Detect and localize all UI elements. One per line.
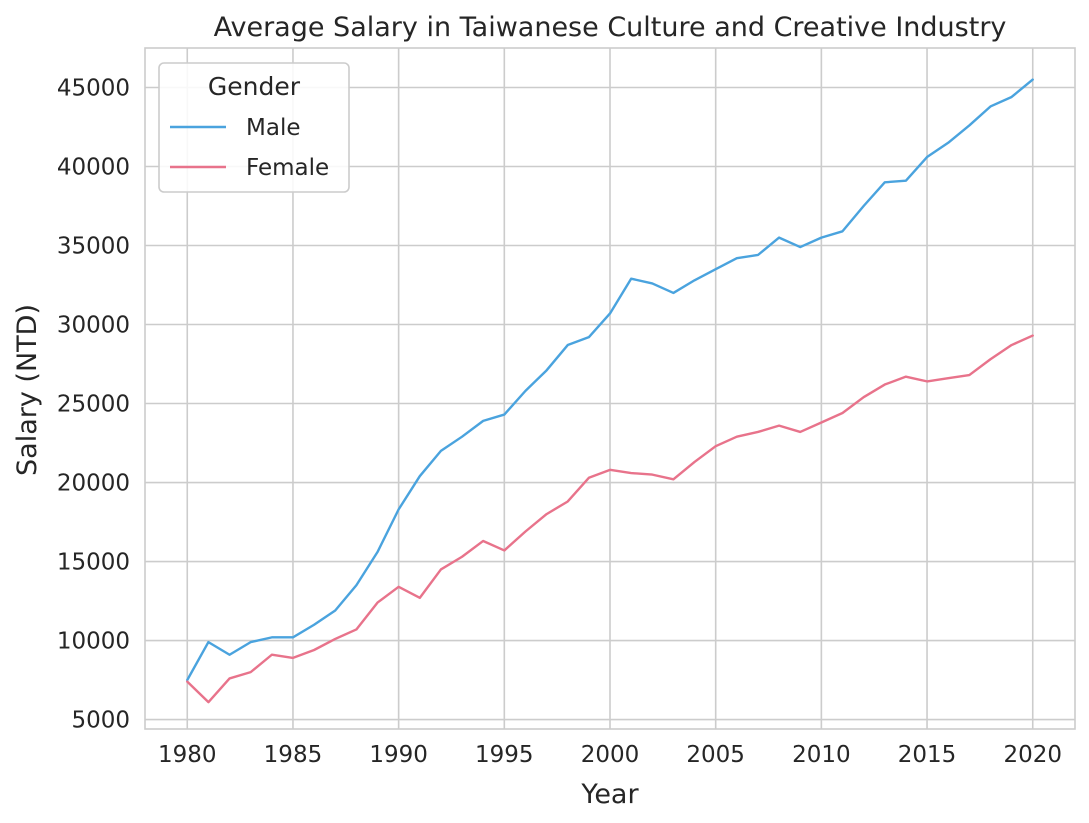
y-tick-label: 30000 <box>57 313 130 339</box>
x-tick-label: 1995 <box>475 742 534 768</box>
x-tick-label: 2015 <box>898 742 957 768</box>
series-line-male <box>186 78 1034 682</box>
legend-box <box>158 62 350 193</box>
x-axis-label: Year <box>580 779 639 810</box>
x-tick-labels: 1980 1985 1990 1995 2000 2005 2010 2015 2020 <box>158 742 1062 768</box>
x-tick-label: 1990 <box>369 742 428 768</box>
y-tick-label: 25000 <box>57 392 130 418</box>
y-tick-labels: 5000 10000 15000 20000 25000 30000 35000 40000 4… <box>57 76 130 734</box>
y-tick-label: 40000 <box>57 155 130 181</box>
legend-label-male: Male <box>246 115 300 141</box>
y-tick-label: 20000 <box>57 471 130 497</box>
series-line-female <box>186 334 1034 704</box>
x-tick-label: 2005 <box>686 742 745 768</box>
legend-title: Gender <box>208 72 301 101</box>
plot-frame <box>144 47 1076 730</box>
series-layer <box>186 78 1034 704</box>
x-tick-label: 2000 <box>581 742 640 768</box>
x-tick-label: 1985 <box>264 742 323 768</box>
y-tick-label: 15000 <box>57 550 130 576</box>
y-tick-label: 10000 <box>57 629 130 655</box>
legend-label-female: Female <box>246 155 329 181</box>
chart-title: Average Salary in Taiwanese Culture and … <box>214 12 1007 43</box>
y-tick-label: 45000 <box>57 76 130 102</box>
y-axis-label: Salary (NTD) <box>12 304 43 476</box>
x-tick-label: 1980 <box>158 742 217 768</box>
x-tick-label: 2010 <box>792 742 851 768</box>
y-tick-label: 35000 <box>57 234 130 260</box>
legend: Gender Male Female <box>158 62 350 193</box>
y-tick-label: 5000 <box>71 708 130 734</box>
x-tick-label: 2020 <box>1003 742 1062 768</box>
